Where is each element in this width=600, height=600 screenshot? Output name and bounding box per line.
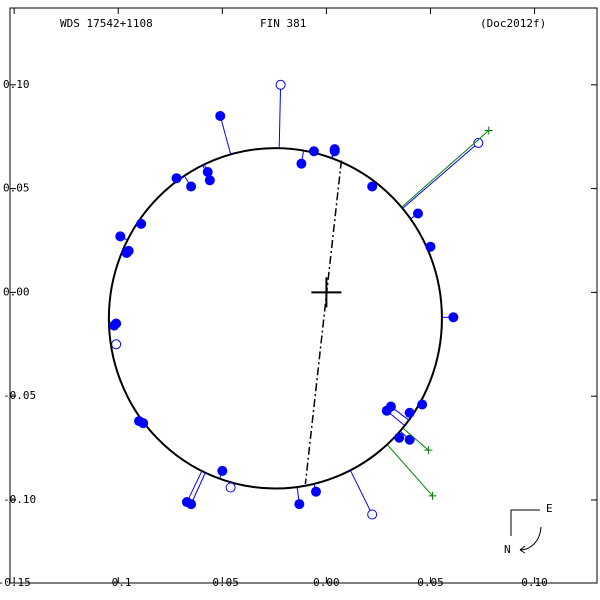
chart-title: WDS 17542+1108	[60, 17, 153, 30]
residual-line	[386, 444, 433, 497]
annotation: (Doc2012f)	[480, 17, 546, 30]
point	[412, 208, 423, 219]
x-tick-label: 0.10	[521, 576, 548, 589]
point	[171, 173, 182, 184]
x-tick-label: -0.05	[206, 576, 239, 589]
point	[308, 146, 319, 157]
point	[296, 158, 307, 169]
point	[367, 509, 378, 520]
chart-subtitle: FIN 381	[260, 17, 306, 30]
frame	[9, 7, 598, 584]
point	[424, 446, 433, 455]
point	[134, 416, 145, 427]
y-tick-label: 0.00	[3, 285, 30, 298]
residual-line	[402, 142, 479, 209]
point	[215, 110, 226, 121]
y-tick-label: 0.10	[3, 78, 30, 91]
point	[275, 79, 286, 90]
compass-east: E	[546, 502, 553, 515]
point	[204, 175, 215, 186]
x-tick-label: -0.1	[105, 576, 132, 589]
residual-line	[186, 470, 203, 503]
point	[329, 146, 340, 157]
residual-line	[278, 84, 282, 149]
point	[484, 126, 493, 135]
residual-line	[190, 472, 206, 505]
point	[136, 218, 147, 229]
point	[404, 434, 415, 445]
point	[367, 181, 378, 192]
compass-north: N	[504, 543, 511, 556]
point	[381, 405, 392, 416]
x-tick-label: 0.05	[417, 576, 444, 589]
point	[394, 432, 405, 443]
x-tick-label: 0.00	[313, 576, 340, 589]
residual-line	[219, 115, 232, 155]
point	[473, 137, 484, 148]
y-tick-label: 0.05	[3, 182, 30, 195]
point	[186, 181, 197, 192]
primary-star	[311, 277, 342, 308]
line-of-nodes	[304, 160, 343, 485]
point	[123, 245, 134, 256]
y-tick-label: -0.05	[3, 389, 36, 402]
compass	[510, 509, 542, 554]
orbit	[107, 147, 443, 490]
point	[115, 231, 126, 242]
point	[417, 399, 428, 410]
point	[181, 497, 192, 508]
residual-line	[402, 427, 429, 451]
y-tick-label: -0.10	[3, 493, 36, 506]
x-tick-label: -0.15	[0, 576, 31, 589]
residual-line	[349, 470, 373, 515]
point	[294, 499, 305, 510]
point	[428, 491, 437, 500]
point	[404, 407, 415, 418]
point	[217, 465, 228, 476]
point	[111, 318, 122, 329]
point	[111, 339, 122, 350]
point	[225, 482, 236, 493]
point	[425, 241, 436, 252]
residual-line	[401, 130, 490, 208]
point	[310, 486, 321, 497]
point	[448, 312, 459, 323]
